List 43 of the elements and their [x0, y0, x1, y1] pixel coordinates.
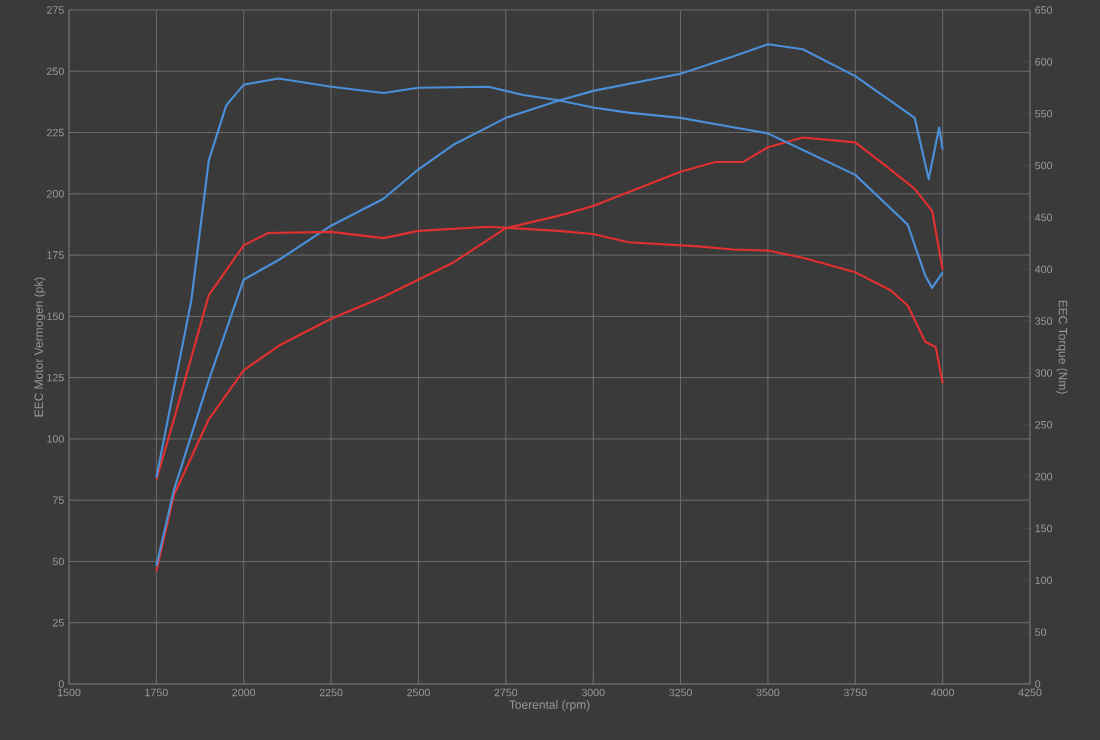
x-tick-label: 2000 [232, 688, 256, 697]
x-tick-label: 2250 [319, 688, 343, 697]
x-tick-label: 1500 [57, 688, 81, 697]
y-tick-label: 225 [47, 128, 64, 137]
y-tick-label: 50 [52, 557, 64, 566]
x-tick-label: 4000 [931, 688, 955, 697]
y2-tick-label: 500 [1035, 161, 1053, 170]
y-axis-title: EEC Motor Vermogen (pk) [34, 277, 46, 417]
x-tick-label: 2750 [494, 688, 518, 697]
y-tick-label: 200 [47, 190, 64, 198]
x-tick-label: 3250 [669, 688, 692, 697]
y-tick-label: 125 [47, 373, 64, 382]
y2-tick-label: 100 [1035, 576, 1053, 585]
y2-tick-label: 300 [1035, 369, 1053, 377]
line-series [155, 136, 944, 573]
y2-axis-title: EEC Torque (Nm) [1056, 300, 1068, 394]
x-tick-label: 2500 [407, 688, 430, 697]
y2-tick-label: 50 [1035, 628, 1047, 636]
y2-tick-label: 550 [1035, 109, 1053, 118]
y2-tick-label: 400 [1034, 265, 1053, 274]
y-tick-label: 75 [52, 496, 64, 504]
x-tick-label: 3750 [843, 688, 867, 697]
y2-tick-label: 250 [1035, 421, 1053, 429]
y-tick-label: 100 [47, 435, 64, 443]
x-axis-title: Toerental (rpm) [509, 700, 590, 712]
y2-tick-label: 150 [1035, 524, 1053, 533]
y2-tick-label: 0 [1035, 680, 1041, 688]
y-tick-label: 175 [47, 251, 64, 259]
y2-tick-label: 200 [1035, 472, 1053, 481]
line-series [155, 43, 944, 568]
y2-tick-label: 350 [1035, 317, 1053, 325]
x-tick-label: 1750 [145, 688, 168, 697]
x-tick-label: 4250 [1018, 688, 1042, 697]
y-tick-label: 150 [47, 312, 64, 321]
y-tick-label: 25 [52, 618, 64, 627]
x-tick-label: 3000 [581, 688, 605, 697]
y2-tick-label: 650 [1035, 6, 1053, 14]
y2-tick-label: 450 [1034, 213, 1053, 222]
y-tick-label: 0 [58, 680, 64, 688]
y-tick-label: 275 [47, 6, 64, 14]
y2-tick-label: 600 [1035, 58, 1053, 66]
x-tick-label: 3500 [756, 688, 780, 697]
y-tick-label: 250 [47, 67, 64, 76]
